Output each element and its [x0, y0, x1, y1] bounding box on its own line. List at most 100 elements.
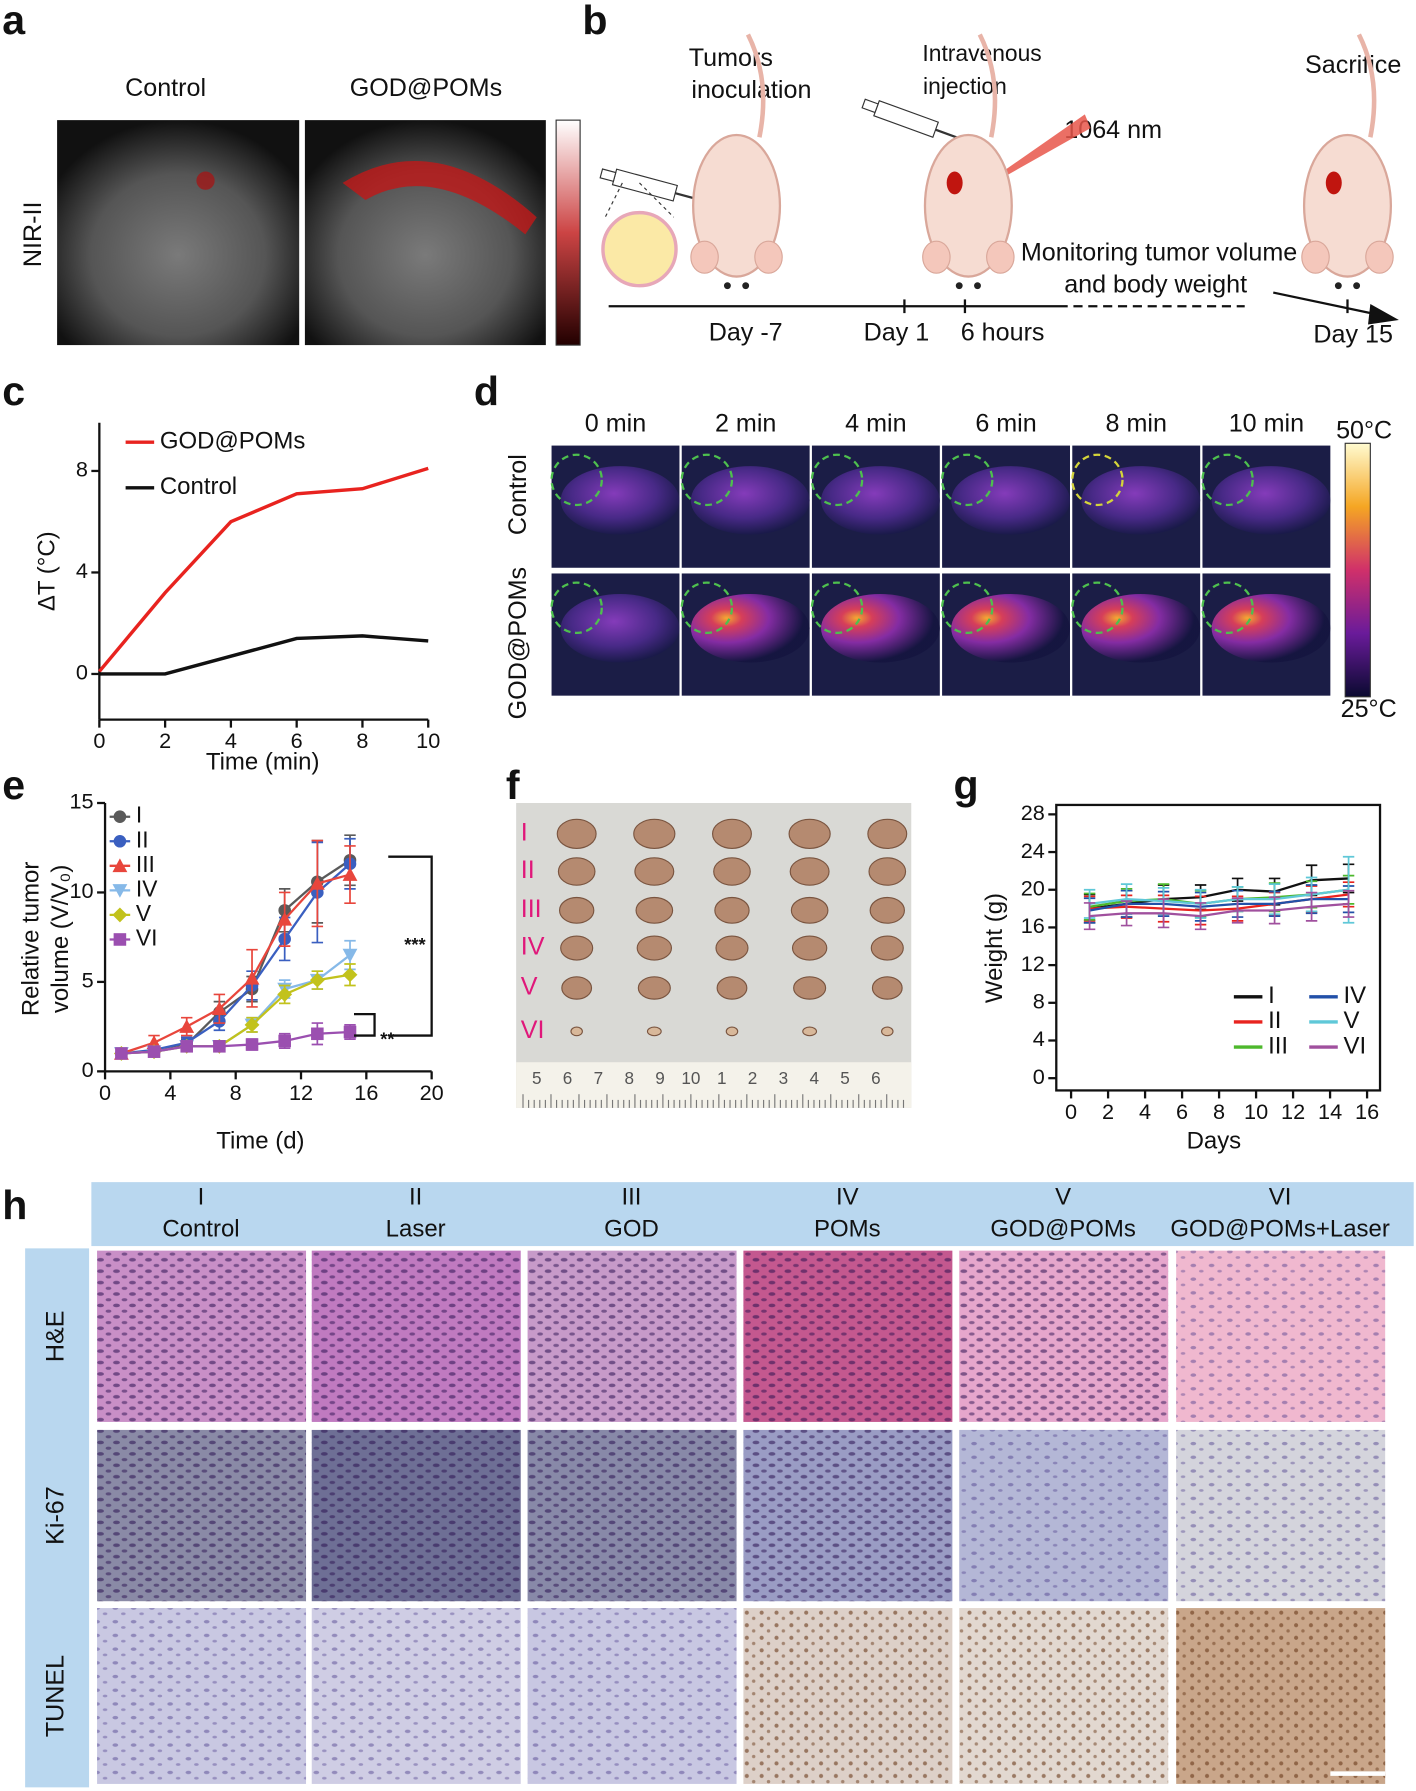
histology-texture	[311, 1429, 521, 1602]
y-tick-label: 4	[76, 558, 88, 583]
panel-d: Control GOD@POMs 50°C 25°C 0 min 2 min 4 m…	[504, 410, 1397, 723]
tumor	[561, 976, 593, 1000]
timeline-label: Day -7	[709, 318, 783, 346]
arrow-head	[1368, 303, 1399, 325]
marker	[244, 1017, 260, 1033]
roi-circle	[810, 581, 864, 634]
y-axis-label: ΔT (°C)	[33, 531, 60, 611]
marker	[211, 1001, 227, 1016]
x-axis-label: Days	[1187, 1127, 1242, 1154]
tumor	[557, 857, 596, 886]
thermal-body	[951, 466, 1070, 535]
group-name: Laser	[386, 1215, 446, 1242]
ruler-label: 9	[655, 1069, 665, 1088]
series-line	[98, 466, 429, 673]
panel-label: a	[2, 0, 26, 43]
significance-bracket	[354, 1012, 376, 1037]
ruler-label: 2	[748, 1069, 758, 1088]
legend-marker	[112, 884, 128, 898]
legend-label: V	[1343, 1007, 1359, 1034]
mouse-tail	[1356, 33, 1377, 138]
tumor	[869, 896, 905, 924]
tumor	[570, 1026, 583, 1037]
thermal-body	[1081, 594, 1201, 663]
significance-label: ***	[404, 934, 426, 955]
tumor	[558, 896, 595, 924]
legend-label: II	[1268, 1007, 1281, 1034]
histology-texture	[527, 1250, 737, 1422]
timeline-label: Day 15	[1313, 321, 1393, 349]
error-bar	[1083, 902, 1096, 931]
histology-texture	[311, 1250, 521, 1422]
mouse-ear	[690, 240, 719, 274]
marker	[277, 911, 293, 926]
cell-inset	[601, 210, 678, 288]
tumor	[556, 818, 597, 849]
series-line	[99, 634, 429, 676]
x-tick-label: 4	[164, 1080, 176, 1105]
thermal-body	[821, 466, 940, 535]
histology-texture	[959, 1429, 1169, 1602]
legend-label: VI	[1343, 1032, 1366, 1059]
ruler-label: 6	[871, 1069, 881, 1088]
thermal-body	[560, 466, 680, 535]
mouse-body	[692, 133, 782, 278]
mouse-ear	[754, 240, 783, 274]
legend-marker	[112, 907, 128, 923]
error-bar	[1268, 896, 1281, 925]
histology-texture	[97, 1429, 307, 1602]
marker	[244, 970, 260, 985]
tumor	[560, 935, 594, 961]
step-label: Sacrifice	[1305, 51, 1401, 79]
panel-b: Tumors inoculation Intravenous injection…	[599, 40, 1401, 349]
time-label: 10 min	[1229, 410, 1304, 438]
x-tick-label: 0	[1065, 1099, 1077, 1124]
tumor	[870, 935, 904, 961]
panel-label: e	[2, 762, 25, 808]
row-label: VI	[521, 1016, 545, 1044]
histology-texture	[1176, 1429, 1386, 1602]
histology-texture	[959, 1250, 1169, 1422]
y-tick-label: 5	[82, 968, 94, 993]
row-label: H&E	[42, 1310, 70, 1362]
mouse-eye	[742, 282, 750, 290]
panel-label: c	[2, 368, 25, 414]
y-tick-label: 4	[1033, 1026, 1045, 1051]
time-label: 4 min	[845, 410, 906, 438]
time-label: 6 min	[975, 410, 1036, 438]
mouse-eye	[974, 282, 981, 290]
roi-circle	[1071, 453, 1124, 507]
marker	[278, 1034, 291, 1048]
timeline-label: 6 hours	[961, 318, 1045, 346]
ruler-label: 7	[594, 1069, 604, 1088]
y-axis-label: Relative tumor	[17, 862, 44, 1017]
group-name: GOD	[604, 1215, 659, 1242]
y-tick-label: 15	[70, 789, 94, 814]
y-tick-label: 8	[76, 457, 88, 482]
marker	[342, 867, 358, 881]
row-band	[25, 1248, 90, 1788]
legend-marker	[112, 858, 128, 873]
marker	[213, 1040, 226, 1053]
legend-label: III	[136, 851, 155, 877]
colorbar-label: 25°C	[1341, 695, 1397, 723]
x-axis-label: Time (min)	[206, 748, 320, 775]
roi-circle	[1071, 581, 1124, 634]
colorbar	[1344, 442, 1371, 698]
row-label: V	[521, 973, 538, 1001]
ruler-label: 3	[779, 1069, 789, 1088]
timeline	[1273, 291, 1377, 316]
y-tick-label: 20	[1021, 875, 1045, 900]
tumor	[802, 1026, 818, 1037]
mouse-tail	[745, 33, 766, 138]
column-label: Control	[125, 74, 206, 102]
histology-texture	[1176, 1608, 1386, 1784]
ruler-label: 4	[809, 1069, 819, 1088]
ruler-label: 1	[717, 1069, 727, 1088]
thermal-body	[1211, 594, 1331, 663]
row-label: II	[521, 856, 535, 884]
tumor	[715, 935, 749, 961]
tumor	[716, 976, 748, 1000]
roi-circle	[550, 581, 603, 634]
colorbar	[555, 119, 581, 346]
